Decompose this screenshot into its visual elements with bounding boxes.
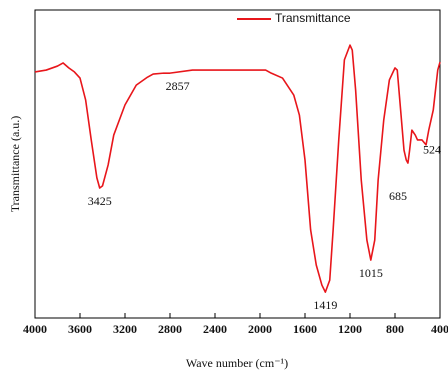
peak-label: 1419 [313, 298, 337, 312]
x-tick-label: 3200 [113, 322, 137, 336]
x-tick-label: 400 [431, 322, 448, 336]
peak-label: 3425 [88, 194, 112, 208]
x-tick-label: 3600 [68, 322, 92, 336]
peak-label: 524 [423, 143, 441, 157]
x-tick-label: 2000 [248, 322, 272, 336]
y-axis-label: Transmittance (a.u.) [8, 116, 22, 213]
peak-label: 1015 [359, 266, 383, 280]
legend-label: Transmittance [275, 11, 351, 25]
x-tick-label: 1200 [338, 322, 362, 336]
x-tick-label: 4000 [23, 322, 47, 336]
peak-label: 685 [389, 189, 407, 203]
x-tick-label: 1600 [293, 322, 317, 336]
x-tick-label: 2800 [158, 322, 182, 336]
series-line [34, 44, 441, 293]
x-axis-label: Wave number (cm⁻¹) [186, 356, 288, 370]
peak-label: 2857 [166, 79, 190, 93]
x-tick-label: 800 [386, 322, 404, 336]
x-tick-label: 2400 [203, 322, 227, 336]
plot-frame [34, 9, 441, 319]
